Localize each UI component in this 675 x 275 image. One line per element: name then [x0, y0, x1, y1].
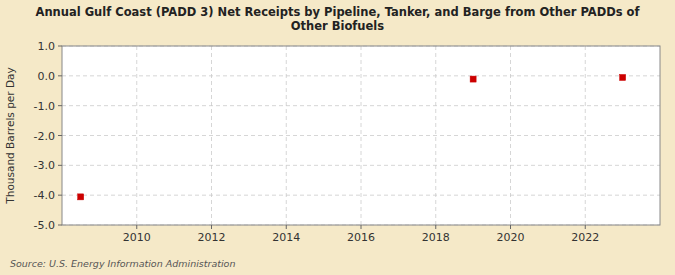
- grid-line-x: [361, 46, 362, 225]
- grid-line-y: [62, 195, 660, 196]
- grid-line-x: [136, 46, 137, 225]
- grid-line-y: [62, 135, 660, 136]
- x-axis: 2010 2012 2014 2016 2018 2020 2022: [123, 225, 600, 244]
- x-tick-label: 2022: [571, 231, 599, 244]
- x-tick-label: 2010: [123, 231, 151, 244]
- plot-frame: [62, 46, 660, 225]
- x-tick: [585, 225, 586, 229]
- grid: [62, 46, 660, 225]
- y-tick: [58, 135, 62, 136]
- y-tick: [58, 165, 62, 166]
- x-tick: [435, 225, 436, 229]
- y-tick-label: 0.0: [38, 70, 56, 83]
- y-tick: [58, 105, 62, 106]
- points: [78, 74, 626, 199]
- y-tick-label: -4.0: [34, 189, 55, 202]
- y-tick: [58, 195, 62, 196]
- title-line: Other Biofuels: [291, 19, 384, 33]
- x-tick: [211, 225, 212, 229]
- plot-background: [62, 46, 660, 225]
- y-tick: [58, 225, 62, 226]
- grid-line-x: [585, 46, 586, 225]
- y-tick-label: -1.0: [34, 100, 55, 113]
- x-tick: [361, 225, 362, 229]
- grid-line-y: [62, 105, 660, 106]
- grid-line-y: [62, 165, 660, 166]
- x-tick-label: 2012: [198, 231, 226, 244]
- x-tick-label: 2014: [272, 231, 300, 244]
- x-tick-label: 2020: [497, 231, 525, 244]
- x-tick: [286, 225, 287, 229]
- x-tick-label: 2018: [422, 231, 450, 244]
- y-tick-label: 1.0: [38, 40, 56, 53]
- x-tick-label: 2016: [347, 231, 375, 244]
- y-axis-label: Thousand Barrels per Day: [4, 67, 16, 204]
- y-axis: 1.0 0.0 -1.0 -2.0 -3.0 -4.0 -5.0: [34, 40, 62, 232]
- point: [78, 194, 84, 200]
- point: [470, 76, 476, 82]
- y-tick-label: -2.0: [34, 130, 55, 143]
- title-line: Annual Gulf Coast (PADD 3) Net Receipts …: [36, 5, 641, 19]
- x-tick: [136, 225, 137, 229]
- point: [620, 74, 626, 80]
- y-tick: [58, 46, 62, 47]
- y-tick-label: -3.0: [34, 159, 55, 172]
- title: Annual Gulf Coast (PADD 3) Net Receipts …: [36, 5, 641, 33]
- y-tick-label: -5.0: [34, 219, 55, 232]
- x-tick: [510, 225, 511, 229]
- grid-line-y: [62, 75, 660, 76]
- chart: 2010 2012 2014 2016 2018 2020 2022 1.0 0.0 -1.0 -2…: [0, 0, 675, 275]
- background: [0, 0, 675, 275]
- source: Source: U.S. Energy Information Administ…: [10, 258, 235, 269]
- y-tick: [58, 75, 62, 76]
